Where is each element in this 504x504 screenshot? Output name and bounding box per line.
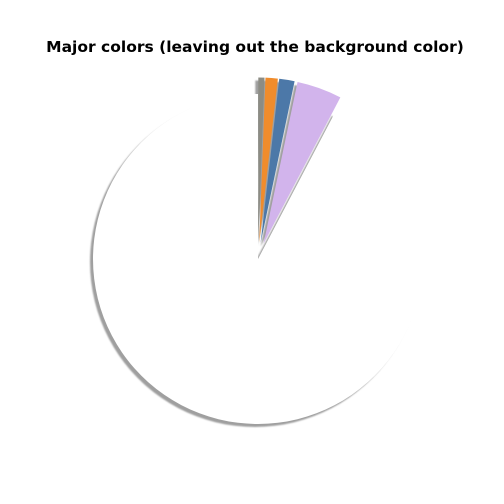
pie-slice-layer [92,77,424,424]
pie-slice-1 [259,77,278,243]
chart-title: Major colors (leaving out the background… [46,38,464,56]
pie-slice-0 [258,77,265,243]
pie-slice-3 [263,82,341,244]
pie-slice-2 [260,78,295,243]
pie-slice-4 [92,94,424,424]
